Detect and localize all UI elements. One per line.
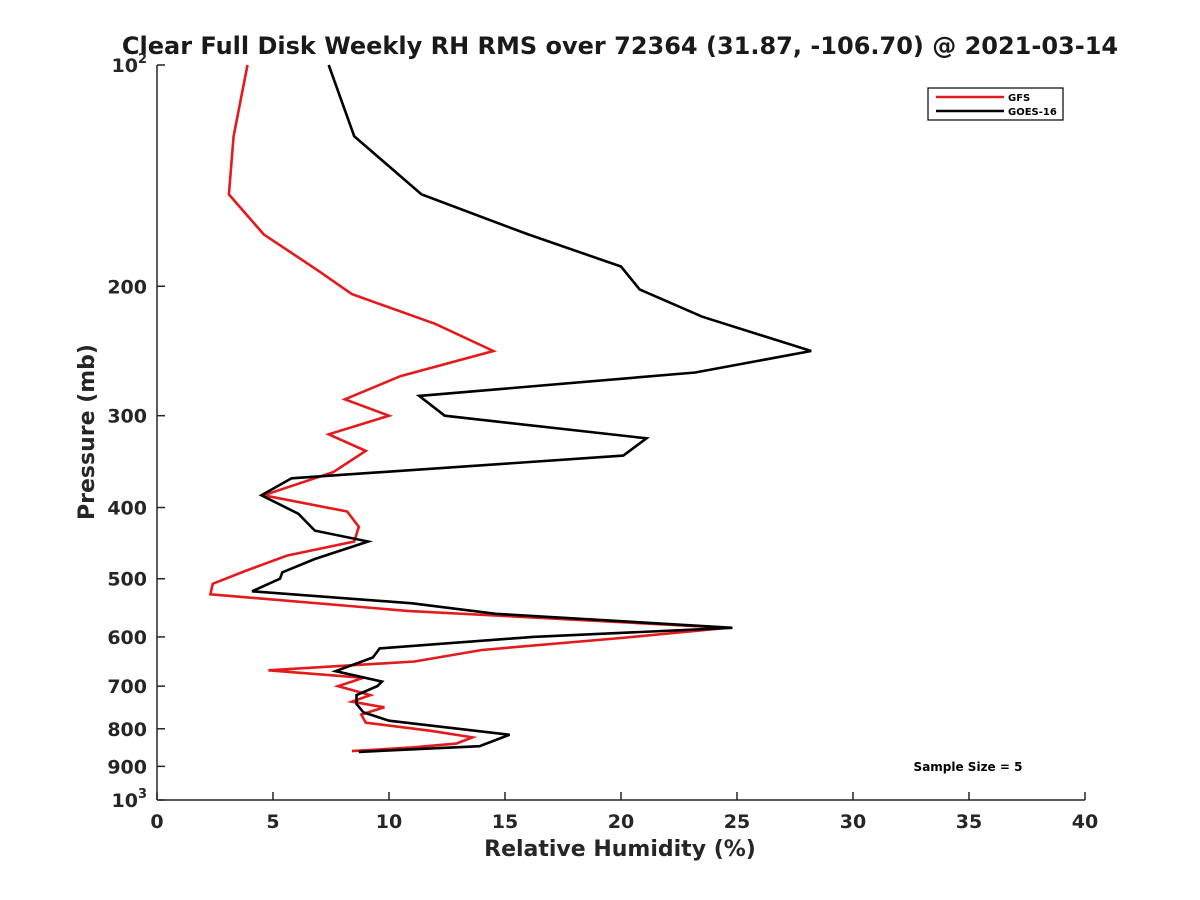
x-tick-label: 40 [1072, 811, 1098, 833]
x-tick-label: 15 [492, 811, 518, 833]
series-lines [210, 65, 811, 752]
y-tick-label: 700 [107, 676, 147, 698]
x-tick-label: 20 [608, 811, 634, 833]
y-tick-label: 300 [107, 406, 147, 428]
chart-title: Clear Full Disk Weekly RH RMS over 72364… [122, 32, 1118, 60]
y-tick-label: 600 [107, 627, 147, 649]
x-tick-label: 0 [150, 811, 163, 833]
y-tick-label: 800 [107, 719, 147, 741]
legend-label-goes16: GOES-16 [1008, 107, 1057, 118]
y-tick-label: 200 [107, 276, 147, 298]
chart-svg: Clear Full Disk Weekly RH RMS over 72364… [0, 0, 1200, 900]
x-tick-label: 30 [840, 811, 866, 833]
series-line-gfs [210, 65, 727, 751]
y-tick-label: 103 [112, 787, 148, 812]
plot-axes [157, 65, 1085, 800]
x-ticks: 0 5 10 15 20 25 30 35 40 [150, 792, 1098, 833]
series-line-goes16 [252, 65, 811, 752]
y-tick-label: 900 [107, 756, 147, 778]
x-tick-label: 35 [956, 811, 982, 833]
legend-label-gfs: GFS [1008, 93, 1030, 104]
legend: GFS GOES-16 [928, 88, 1063, 120]
x-tick-label: 5 [266, 811, 279, 833]
y-tick-label: 102 [112, 52, 148, 77]
sample-size-annotation: Sample Size = 5 [914, 760, 1023, 774]
x-axis-label: Relative Humidity (%) [484, 837, 756, 862]
x-tick-label: 10 [376, 811, 402, 833]
y-axis-label: Pressure (mb) [75, 344, 100, 520]
y-tick-label: 400 [107, 498, 147, 520]
y-tick-label: 500 [107, 569, 147, 591]
x-tick-label: 25 [724, 811, 750, 833]
